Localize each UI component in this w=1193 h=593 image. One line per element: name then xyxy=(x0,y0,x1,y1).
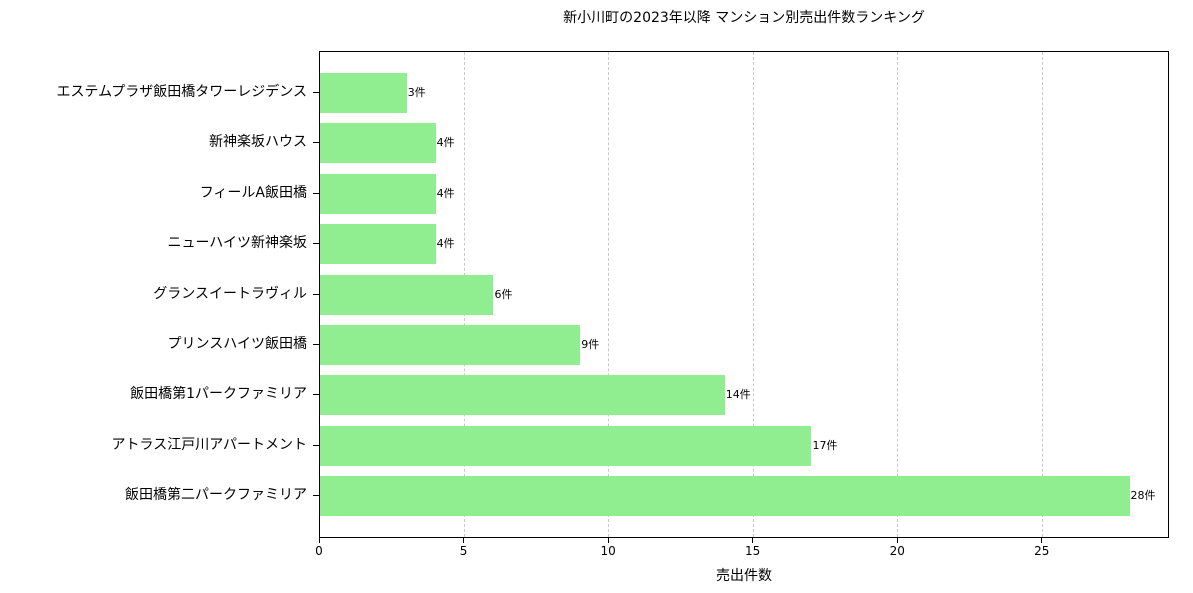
x-tick-label: 5 xyxy=(459,544,468,558)
y-tick xyxy=(313,142,319,144)
x-tick xyxy=(896,538,898,543)
bar-value-label: 6件 xyxy=(494,287,513,301)
y-tick-label: 飯田橋第1パークファミリア xyxy=(130,386,307,403)
y-tick-label: エステムプラザ飯田橋タワーレジデンス xyxy=(56,84,307,100)
bar-value-label: 17件 xyxy=(812,438,838,452)
bar xyxy=(320,375,725,416)
x-tick-label: 25 xyxy=(1034,544,1050,558)
gridline xyxy=(752,52,754,537)
y-tick xyxy=(313,394,319,396)
chart-title: 新小川町の2023年以降 マンション別売出件数ランキング xyxy=(563,10,925,26)
x-tick-label: 15 xyxy=(745,544,761,558)
x-tick-label: 0 xyxy=(315,544,323,558)
bar xyxy=(320,173,436,214)
x-tick-label: 10 xyxy=(600,544,616,558)
gridline xyxy=(608,52,610,537)
y-tick xyxy=(313,344,319,345)
y-tick xyxy=(313,243,319,245)
y-tick-label: プリンスハイツ飯田橋 xyxy=(167,336,307,352)
y-tick-label: アトラス江戸川アパートメント xyxy=(111,436,307,453)
bar-value-label: 4件 xyxy=(436,136,455,150)
bar xyxy=(320,325,581,365)
bar xyxy=(320,224,436,265)
y-tick xyxy=(313,92,319,93)
y-tick xyxy=(313,293,319,295)
bar xyxy=(320,73,407,113)
bar-value-label: 14件 xyxy=(725,388,751,402)
bar xyxy=(320,123,436,164)
y-tick-label: 飯田橋第二パークファミリア xyxy=(125,487,307,504)
bar-value-label: 9件 xyxy=(581,338,600,351)
bar xyxy=(320,425,812,466)
y-tick xyxy=(313,444,319,446)
gridline xyxy=(897,52,899,537)
bar xyxy=(320,476,1130,517)
x-axis-label: 売出件数 xyxy=(716,568,772,584)
bar-value-label: 4件 xyxy=(436,186,455,200)
x-tick xyxy=(607,538,609,543)
x-tick xyxy=(463,538,465,543)
y-tick xyxy=(313,192,319,194)
y-tick-label: ニューハイツ新神楽坂 xyxy=(167,235,307,252)
bar-value-label: 3件 xyxy=(407,86,426,99)
y-tick xyxy=(313,495,319,497)
plot-area: 3件 4件 4件 4件 6件 9件 14件 17件 28件 xyxy=(319,51,1169,538)
x-tick xyxy=(1041,538,1043,543)
bar-value-label: 4件 xyxy=(436,237,455,251)
x-tick xyxy=(318,538,320,543)
bar-value-label: 28件 xyxy=(1130,489,1156,503)
y-tick-label: グランスイートラヴィル xyxy=(153,285,307,302)
gridline xyxy=(1041,52,1043,537)
x-tick-label: 20 xyxy=(889,544,905,558)
y-tick-label: 新神楽坂ハウス xyxy=(209,134,307,151)
x-tick xyxy=(752,538,754,543)
bar xyxy=(320,274,494,315)
y-tick-label: フィールA飯田橋 xyxy=(199,184,307,201)
